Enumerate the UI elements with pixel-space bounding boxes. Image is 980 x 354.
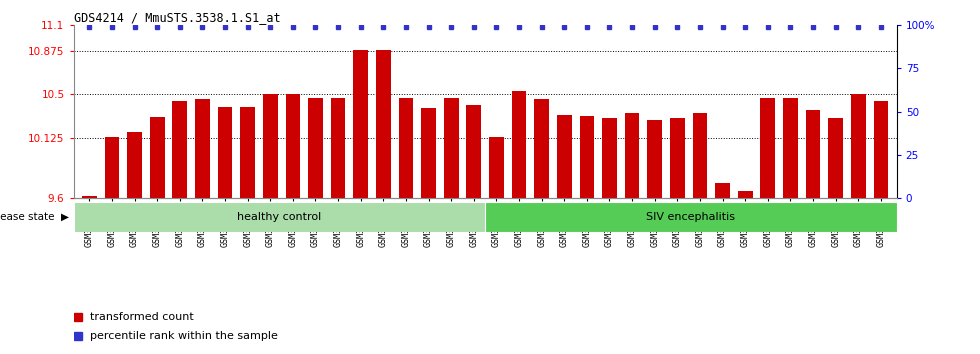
Bar (285, 94, 300, 198)
Bar (738, 191, 753, 198)
Bar (150, 117, 165, 198)
Text: GDS4214 / MmuSTS.3538.1.S1_at: GDS4214 / MmuSTS.3538.1.S1_at (74, 11, 280, 24)
Bar (512, 91, 526, 198)
Bar (648, 120, 662, 198)
Bar (851, 94, 865, 198)
Bar (579, 116, 594, 198)
Bar (240, 107, 255, 198)
Text: transformed count: transformed count (90, 312, 194, 322)
Bar (602, 119, 616, 198)
Bar (331, 98, 345, 198)
Text: SIV encephalitis: SIV encephalitis (647, 212, 735, 222)
Bar (354, 50, 368, 198)
Bar (715, 183, 730, 198)
Bar (873, 101, 888, 198)
Bar (444, 98, 459, 198)
Bar (828, 119, 843, 198)
Bar (783, 98, 798, 198)
Bar (489, 137, 504, 198)
Text: percentile rank within the sample: percentile rank within the sample (90, 331, 278, 341)
Bar (172, 101, 187, 198)
Bar (806, 110, 820, 198)
Bar (557, 115, 571, 198)
Bar (485, 202, 897, 232)
Bar (693, 113, 708, 198)
Bar (105, 137, 120, 198)
Bar (466, 104, 481, 198)
Bar (421, 108, 436, 198)
Bar (534, 99, 549, 198)
Bar (625, 113, 639, 198)
Bar (399, 98, 414, 198)
Bar (308, 98, 322, 198)
Text: healthy control: healthy control (237, 212, 321, 222)
Text: disease state  ▶: disease state ▶ (0, 212, 69, 222)
Bar (82, 196, 97, 198)
Bar (670, 119, 685, 198)
Bar (127, 132, 142, 198)
Bar (760, 98, 775, 198)
Bar (376, 50, 391, 198)
Bar (263, 94, 277, 198)
Bar (74, 202, 485, 232)
Bar (195, 99, 210, 198)
Bar (218, 107, 232, 198)
